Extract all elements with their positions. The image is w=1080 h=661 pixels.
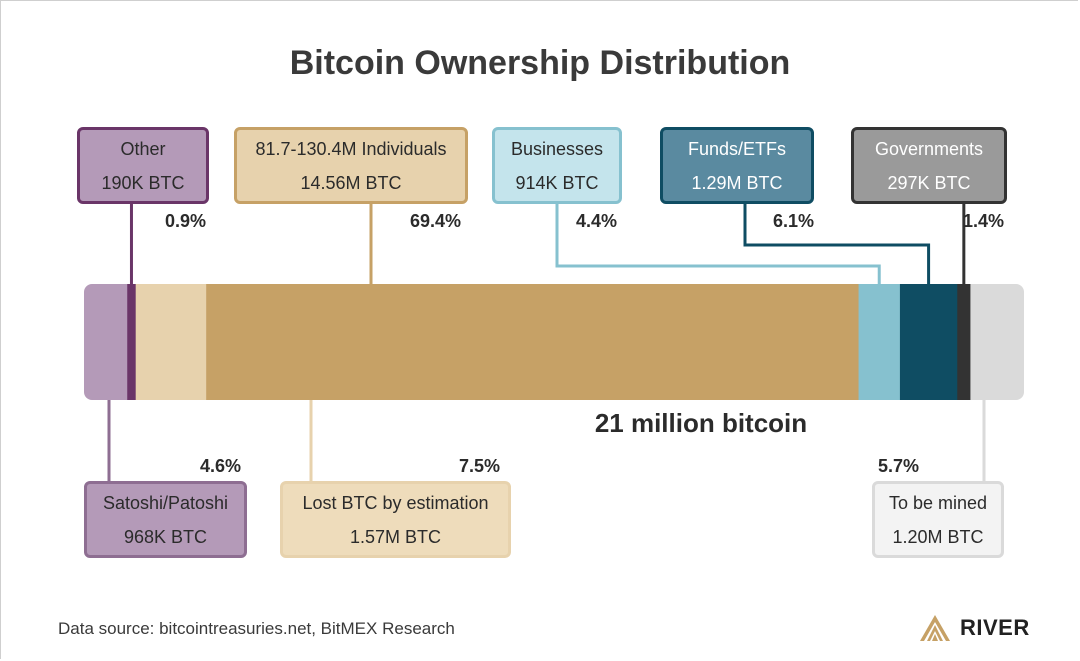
percent-label-satoshi: 4.6% bbox=[200, 456, 242, 476]
bar-segment-funds bbox=[899, 284, 958, 400]
callout-other-amount: 190K BTC bbox=[101, 173, 185, 193]
callout-box-satoshi: Satoshi/Patoshi 968K BTC bbox=[84, 481, 247, 558]
total-supply-label: 21 million bitcoin bbox=[594, 408, 808, 438]
callout-satoshi-name: Satoshi/Patoshi bbox=[102, 493, 229, 513]
percent-label-mined: 5.7% bbox=[878, 456, 920, 476]
connector-businesses bbox=[555, 204, 881, 284]
callout-box-governments: Governments 297K BTC bbox=[851, 127, 1007, 204]
callout-governments-amount: 297K BTC bbox=[887, 173, 971, 193]
callout-other-name: Other bbox=[120, 139, 166, 159]
callout-box-funds: Funds/ETFs 1.29M BTC bbox=[660, 127, 814, 204]
callout-lost-amount: 1.57M BTC bbox=[349, 527, 442, 547]
brand-logo: RIVER bbox=[918, 612, 1030, 644]
chart-title: Bitcoin Ownership Distribution bbox=[289, 44, 791, 82]
percent-label-funds: 6.1% bbox=[773, 211, 815, 231]
callout-mined-amount: 1.20M BTC bbox=[892, 527, 984, 547]
bar-segment-individuals bbox=[206, 284, 860, 400]
river-mountain-logo-icon bbox=[920, 615, 950, 641]
callout-lost-name: Lost BTC by estimation bbox=[302, 493, 489, 513]
bar-segment-mined bbox=[970, 284, 1024, 400]
callout-funds-name: Funds/ETFs bbox=[687, 139, 787, 159]
callout-individuals-name: 81.7-130.4M Individuals bbox=[255, 139, 447, 159]
callout-box-businesses: Businesses 914K BTC bbox=[492, 127, 622, 204]
connector-funds bbox=[743, 204, 931, 284]
callout-businesses-name: Businesses bbox=[510, 139, 604, 159]
callout-mined-name: To be mined bbox=[888, 493, 988, 513]
percent-label-businesses: 4.4% bbox=[576, 211, 618, 231]
callout-box-other: Other 190K BTC bbox=[77, 127, 209, 204]
callout-governments-name: Governments bbox=[874, 139, 984, 159]
callout-box-mined: To be mined 1.20M BTC bbox=[872, 481, 1004, 558]
callout-individuals-amount: 14.56M BTC bbox=[300, 173, 402, 193]
callout-satoshi-amount: 968K BTC bbox=[123, 527, 208, 547]
bar-segment-governments bbox=[957, 284, 971, 400]
percent-label-individuals: 69.4% bbox=[410, 211, 462, 231]
callout-box-lost: Lost BTC by estimation 1.57M BTC bbox=[280, 481, 511, 558]
percent-label-other: 0.9% bbox=[165, 211, 207, 231]
bar-segment-businesses bbox=[858, 284, 901, 400]
bar-segment-lost bbox=[135, 284, 207, 400]
data-source-note: Data source: bitcointreasuries.net, BitM… bbox=[58, 619, 455, 638]
bar-segment-other bbox=[127, 284, 137, 400]
percent-label-governments: 1.4% bbox=[963, 211, 1005, 231]
brand-name: RIVER bbox=[960, 615, 1030, 640]
callout-funds-amount: 1.29M BTC bbox=[691, 173, 783, 193]
callout-businesses-amount: 914K BTC bbox=[515, 173, 599, 193]
percent-label-lost: 7.5% bbox=[459, 456, 501, 476]
callout-box-individuals: 81.7-130.4M Individuals 14.56M BTC bbox=[234, 127, 468, 204]
bar-segment-satoshi bbox=[84, 284, 128, 400]
